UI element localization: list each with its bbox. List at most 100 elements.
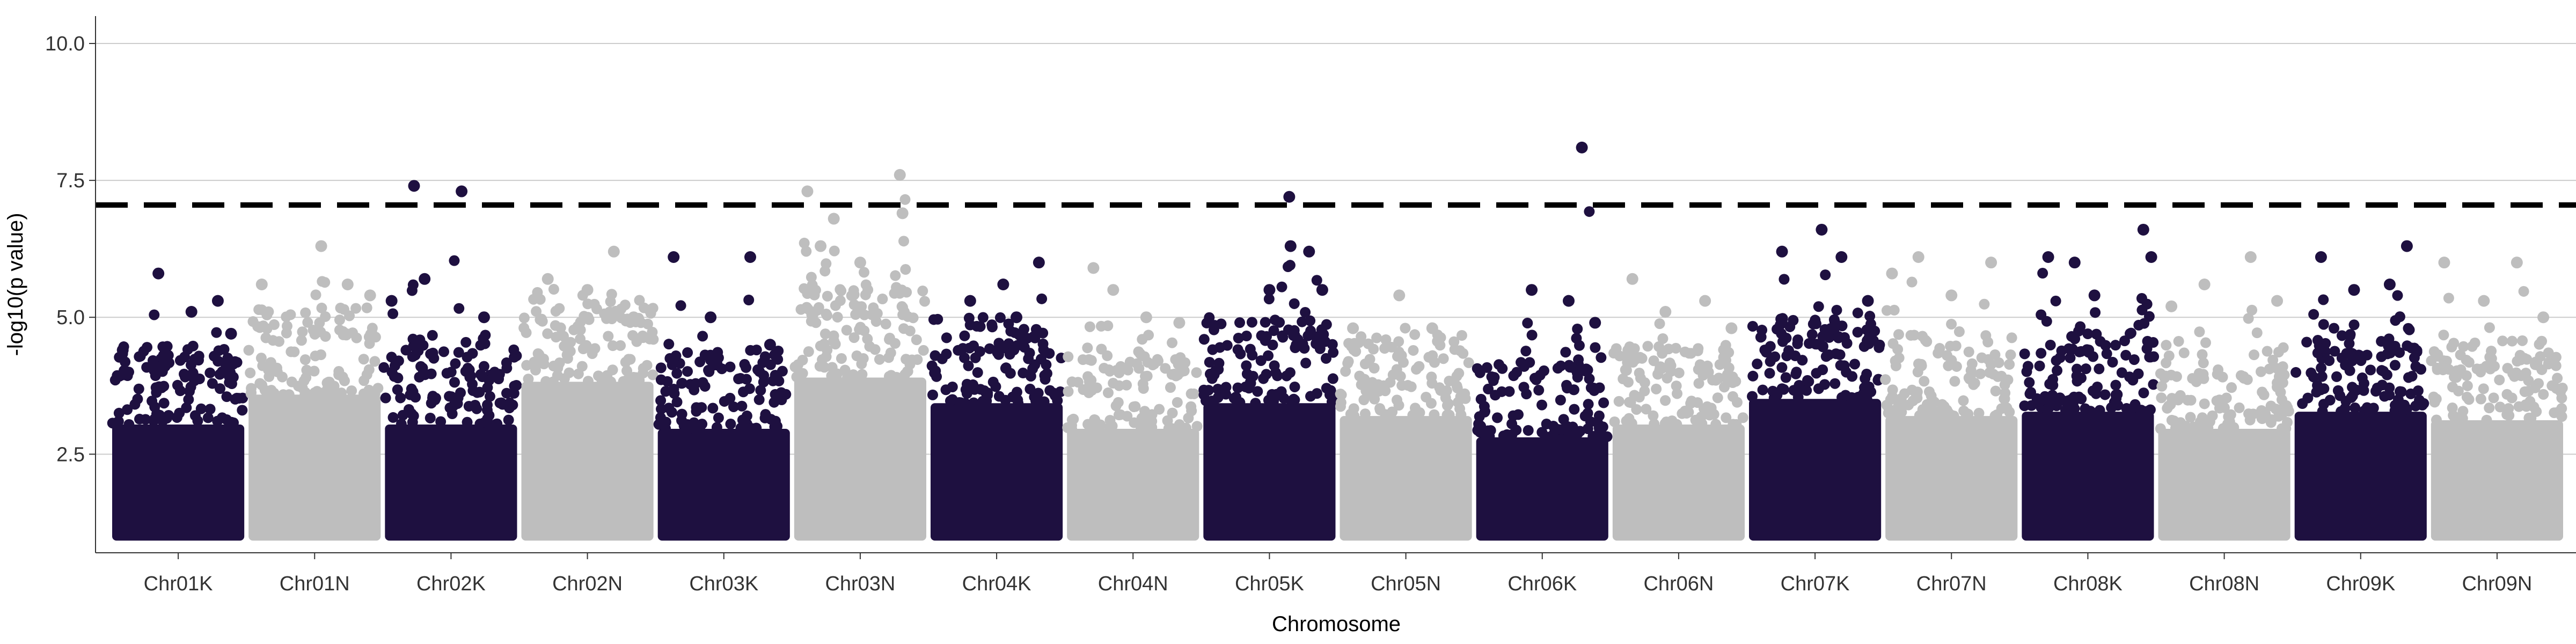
x-tick-label: Chr03N — [825, 573, 895, 595]
data-point — [1300, 306, 1311, 318]
data-point — [676, 378, 687, 389]
data-point — [1305, 391, 1316, 402]
data-point — [621, 365, 633, 376]
data-point — [1288, 330, 1299, 341]
data-point — [1747, 320, 1758, 332]
data-point — [1342, 357, 1353, 369]
data-point — [2412, 385, 2424, 397]
data-point — [427, 330, 438, 341]
data-point — [2076, 393, 2087, 405]
data-point — [1343, 338, 1355, 349]
data-point — [972, 367, 983, 378]
data-point — [538, 358, 550, 370]
data-point — [2302, 392, 2314, 404]
data-point — [1452, 383, 1463, 394]
data-point — [2185, 394, 2197, 406]
data-point — [1170, 370, 1182, 382]
data-point — [1213, 364, 1224, 375]
data-point — [1246, 317, 1257, 328]
data-point — [2249, 349, 2260, 361]
data-point — [261, 309, 273, 320]
peak-point — [1912, 251, 1924, 263]
data-point — [2051, 355, 2062, 366]
data-point — [2410, 400, 2421, 412]
data-point — [1563, 360, 1575, 371]
chromosome-points-Chr04N — [1062, 262, 1203, 541]
data-point — [1863, 381, 1875, 392]
data-point — [1263, 294, 1275, 305]
data-point — [2449, 371, 2460, 383]
chromosome-points-Chr01K — [107, 267, 248, 541]
peak-point — [1589, 317, 1601, 329]
data-point — [810, 284, 821, 296]
data-point — [462, 352, 473, 363]
data-point — [2481, 414, 2492, 426]
data-point — [1364, 354, 1375, 365]
data-point — [1368, 362, 1380, 374]
data-point — [151, 408, 162, 420]
x-tick-label: Chr06K — [1507, 573, 1577, 595]
data-point — [1520, 346, 1532, 357]
data-point — [1662, 372, 1673, 384]
data-point — [507, 399, 518, 411]
data-point — [1693, 378, 1704, 389]
data-point — [1441, 400, 1453, 411]
data-point — [396, 419, 407, 430]
data-point — [2281, 403, 2293, 414]
data-point — [1767, 385, 1779, 397]
data-point — [1572, 323, 1583, 334]
data-point — [2365, 364, 2376, 376]
data-point — [449, 377, 460, 388]
data-point — [753, 394, 765, 405]
data-point — [548, 361, 559, 372]
data-point — [2110, 379, 2121, 391]
data-point — [189, 354, 200, 365]
dense-points-body — [1612, 425, 1745, 541]
data-point — [1869, 325, 1880, 336]
dense-points-body — [2158, 428, 2290, 541]
data-point — [579, 311, 590, 322]
data-point — [369, 356, 380, 367]
data-point — [869, 344, 881, 355]
data-point — [1727, 371, 1738, 383]
data-point — [1191, 367, 1202, 378]
data-point — [158, 398, 170, 409]
data-point — [2161, 340, 2172, 351]
data-point — [2139, 318, 2150, 329]
data-point — [628, 372, 639, 383]
data-point — [1625, 397, 1636, 408]
data-point — [245, 388, 257, 399]
data-point — [140, 414, 151, 425]
data-point — [231, 357, 243, 368]
data-point — [832, 311, 843, 323]
data-point — [932, 313, 943, 325]
data-point — [1289, 394, 1300, 406]
data-point — [616, 303, 627, 314]
data-point — [683, 423, 694, 434]
data-point — [2345, 329, 2356, 340]
dense-points-body — [385, 425, 517, 541]
data-point — [2543, 347, 2554, 358]
data-point — [317, 276, 328, 287]
data-point — [1524, 357, 1535, 368]
data-point — [1327, 373, 1338, 384]
data-point — [550, 320, 561, 331]
data-point — [365, 328, 376, 340]
data-point — [1764, 368, 1775, 379]
data-point — [209, 350, 220, 362]
data-point — [1685, 398, 1696, 409]
data-point — [2312, 380, 2323, 391]
data-point — [1868, 335, 1879, 346]
data-point — [1269, 360, 1280, 371]
data-point — [1881, 305, 1892, 316]
data-point — [1108, 378, 1119, 389]
data-point — [759, 351, 771, 362]
data-point — [1036, 293, 1048, 304]
data-point — [2234, 402, 2245, 413]
dense-points-body — [1340, 416, 1472, 541]
peak-point — [815, 240, 827, 252]
peak-point — [2537, 311, 2550, 324]
data-point — [821, 258, 832, 269]
data-point — [1086, 355, 1097, 366]
data-point — [218, 367, 230, 378]
